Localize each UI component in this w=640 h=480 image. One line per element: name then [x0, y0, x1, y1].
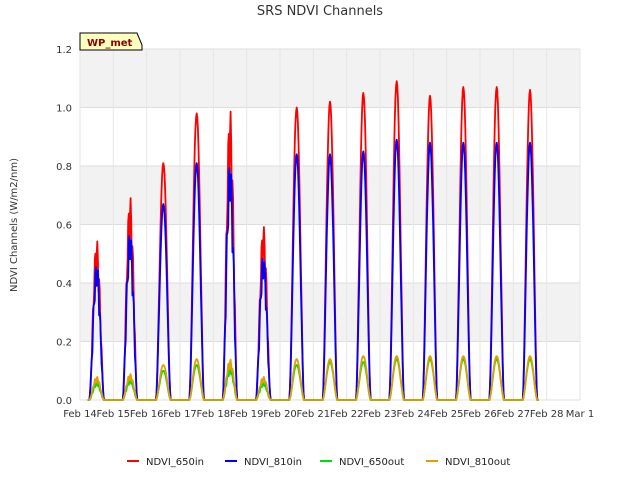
plot-band — [80, 341, 580, 400]
y-axis-title: NDVI Channels (W/m2/nm) — [9, 158, 20, 292]
x-tick-label: Feb 22 — [330, 409, 364, 420]
legend-label: NDVI_650in — [146, 457, 204, 468]
y-tick-label: 1.0 — [56, 104, 72, 115]
x-tick-label: Feb 27 — [497, 409, 531, 420]
site-tag: WP_met — [79, 32, 143, 51]
y-tick-label: 1.2 — [56, 45, 72, 56]
site-tag-label: WP_met — [87, 38, 133, 49]
x-tick-label: Feb 20 — [263, 409, 297, 420]
x-tick-label: Feb 18 — [197, 409, 231, 420]
x-tick-label: Feb 28 — [530, 409, 564, 420]
grid-lines — [79, 48, 581, 401]
site-tag-box — [79, 32, 143, 51]
x-tick-label: Feb 16 — [130, 409, 164, 420]
x-tick-label: Mar 1 — [566, 409, 594, 420]
plot-band — [80, 166, 580, 225]
y-tick-label: 0.8 — [56, 162, 72, 173]
x-tick-label: Feb 17 — [163, 409, 197, 420]
y-tick-label: 0.6 — [56, 221, 72, 232]
x-tick-label: Feb 24 — [397, 409, 431, 420]
plot-band — [80, 224, 580, 283]
plot-band — [80, 49, 580, 108]
series-layer — [87, 80, 539, 401]
y-tick-label: 0.2 — [56, 338, 72, 349]
x-axis-ticks: Feb 14 Feb 15 Feb 16 Feb 17 Feb 18 Feb 19 Feb … — [63, 409, 594, 420]
y-axis-ticks: 0.0 0.2 0.4 0.6 0.8 1.0 1.2 — [56, 45, 72, 407]
x-tick-label: Feb 25 — [430, 409, 464, 420]
y-tick-label: 0.4 — [56, 279, 72, 290]
legend-label: NDVI_810out — [445, 457, 510, 468]
plot-band — [80, 283, 580, 342]
x-tick-label: Feb 15 — [97, 409, 131, 420]
y-tick-label: 0.0 — [56, 396, 72, 407]
x-tick-label: Feb 23 — [363, 409, 397, 420]
x-tick-label: Feb 26 — [463, 409, 497, 420]
x-tick-label: Feb 21 — [297, 409, 331, 420]
legend-label: NDVI_810in — [244, 457, 302, 468]
legend-label: NDVI_650out — [339, 457, 404, 468]
x-tick-label: Feb 14 — [63, 409, 97, 420]
chart-title: SRS NDVI Channels — [257, 4, 383, 19]
x-tick-label: Feb 19 — [230, 409, 264, 420]
legend: NDVI_650in NDVI_810in NDVI_650out NDVI_810o… — [127, 457, 510, 468]
series-line-ndvi-810out — [87, 355, 539, 401]
